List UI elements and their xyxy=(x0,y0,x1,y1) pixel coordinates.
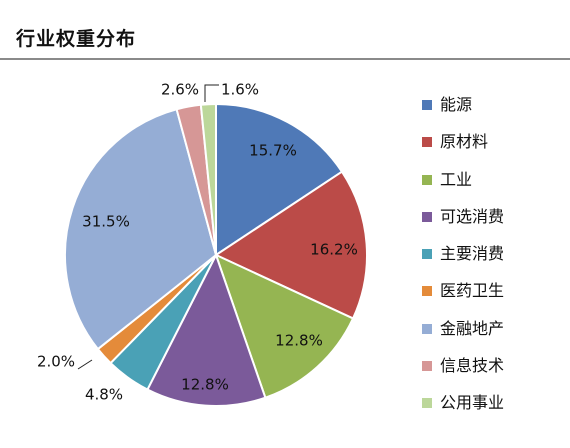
slice-data-label: 4.8% xyxy=(85,386,123,404)
label-leader-line xyxy=(77,359,93,370)
legend-swatch xyxy=(422,286,432,297)
chart-title: 行业权重分布 xyxy=(16,28,137,50)
slice-data-label: 12.8% xyxy=(275,332,323,350)
legend-swatch xyxy=(422,249,432,260)
legend-label: 金融地产 xyxy=(440,318,505,338)
legend-label: 信息技术 xyxy=(440,356,505,376)
slice-data-label: 2.6% xyxy=(161,81,199,99)
legend-label: 医药卫生 xyxy=(440,281,505,301)
label-leader-line xyxy=(204,84,219,102)
slice-data-label: 1.6% xyxy=(221,81,259,99)
slice-data-label: 15.7% xyxy=(249,142,297,160)
legend-label: 公用事业 xyxy=(440,393,505,413)
title-divider xyxy=(0,58,570,60)
legend-swatch xyxy=(422,361,432,372)
slice-data-label: 12.8% xyxy=(181,376,229,394)
legend-swatch xyxy=(422,323,432,334)
pie-slice-3 xyxy=(214,253,355,399)
slice-data-label: 2.0% xyxy=(37,353,75,371)
legend-label: 主要消费 xyxy=(440,244,505,264)
pie-slice-1 xyxy=(215,102,344,257)
pie-slice-7 xyxy=(64,108,218,351)
pie-slice-4 xyxy=(146,252,267,407)
pie-slice-2 xyxy=(213,170,368,320)
legend-label: 能源 xyxy=(440,95,473,114)
legend-swatch xyxy=(422,211,432,222)
legend-swatch xyxy=(422,137,432,148)
legend-label: 可选消费 xyxy=(440,206,505,226)
legend-swatch xyxy=(422,100,432,110)
legend-swatch xyxy=(422,398,432,409)
slice-data-label: 16.2% xyxy=(310,241,358,259)
legend-label: 工业 xyxy=(440,169,473,189)
legend-swatch xyxy=(422,174,432,185)
pie-slice-9 xyxy=(199,102,217,256)
legend-label: 原材料 xyxy=(440,132,489,152)
slice-data-label: 31.5% xyxy=(82,213,130,231)
